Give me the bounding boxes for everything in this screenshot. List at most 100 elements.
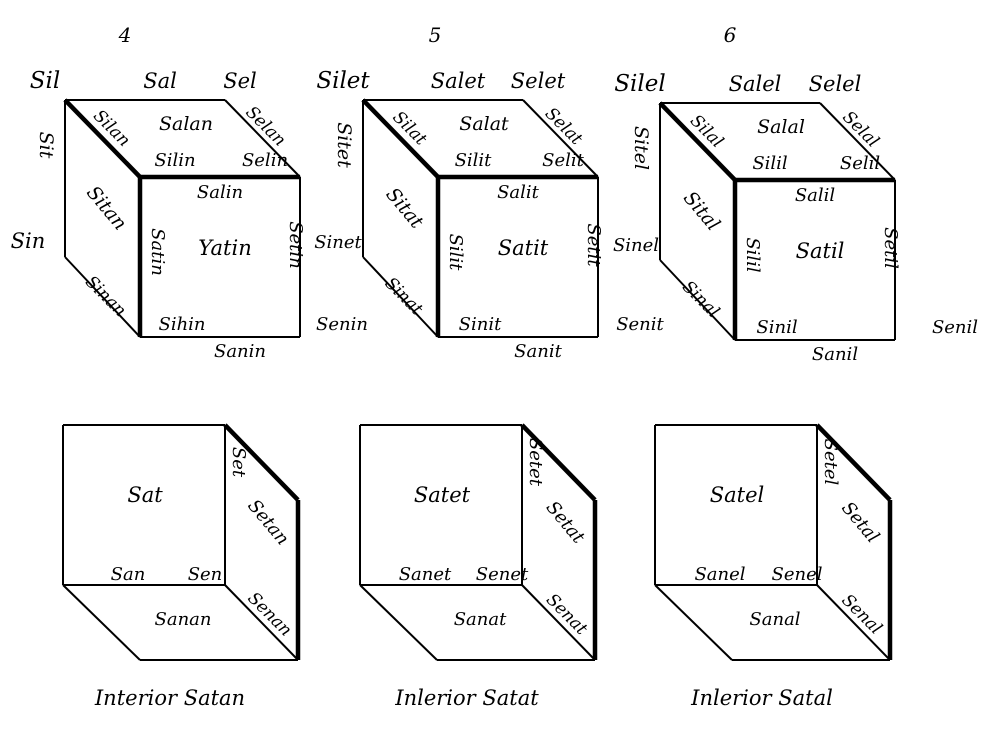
label-sal: Salet [431,69,486,93]
edge [359,584,438,661]
caption: Inlerior Satal [690,686,833,710]
interior-label-edge: Setel [820,439,841,486]
label-salan: Salal [757,116,805,138]
caption: Inlerior Satat [394,686,539,710]
label-salin: Salil [795,185,836,206]
interior-label-br: Senel [772,564,823,585]
interior-label-bottom: Sanan [155,609,212,630]
label-selin: Selil [840,153,880,174]
label-sitan: Sital [679,187,724,235]
label-selan: Selan [241,102,289,150]
panel-number: 6 [724,23,737,47]
edge [224,584,299,661]
label-sihin: Sinil [756,317,797,338]
label-setin: Setil [880,227,901,269]
interior-label-br: Sen [188,564,223,585]
label-sil: Sil [30,68,60,94]
edge [522,99,599,178]
edge [362,256,439,338]
edge [62,584,141,661]
label-sit: Sit [35,132,57,159]
label-sanin: Sanin [214,341,266,362]
label-sit: Sitel [630,126,652,170]
edge [658,101,737,182]
label-setin: Setit [583,223,604,267]
label-senin: Senit [616,314,664,335]
interior-label-diag: Senan [243,588,295,640]
edge [659,259,736,341]
interior-label-side: Setat [542,497,590,548]
label-sel: Sel [223,69,257,93]
edge [520,423,597,502]
label-yatin: Satil [796,239,845,263]
edge [654,584,733,661]
label-sin: Sin [11,229,46,253]
label-setin: Setin [285,221,306,269]
edge [819,102,896,181]
interior-label-bl: San [111,564,146,585]
interior-label-edge: Set [228,447,249,478]
label-sin: Sinel [613,235,659,256]
interior-label-bl: Sanel [694,564,745,585]
label-sanin: Sanit [514,341,562,362]
interior-cube: Sat Set Setan San Sen Sanan Senan [62,423,301,661]
label-satin: Satin [147,228,168,276]
label-salin: Salin [197,182,243,203]
edge [223,423,300,502]
edge [521,584,596,661]
label-salin: Salit [497,182,540,203]
interior-label-front: Sat [127,483,163,507]
label-sil: Silel [614,71,665,97]
interior-label-side: Setal [837,498,883,547]
label-silin: Silil [752,153,788,174]
label-yatin: Yatin [198,236,251,260]
label-silan: Silal [686,111,727,152]
label-sihin: Sihin [158,314,205,335]
interior-label-bottom: Sanal [749,609,800,630]
label-sinan: Sinal [678,277,723,322]
label-sinan: Sinan [81,272,130,321]
interior-label-br: Senet [476,564,529,585]
interior-label-front: Satet [414,483,471,507]
label-salan: Salan [159,113,213,135]
label-sal: Sal [143,69,177,93]
label-silin: Silin [154,150,195,171]
panel-number: 4 [118,23,132,47]
edge [815,423,892,502]
panel-number: 5 [429,23,442,47]
label-sel: Selet [511,69,566,93]
label-sanin: Sanil [812,344,858,365]
edge [64,256,141,338]
label-sitan: Sitat [381,184,427,233]
interior-label-bottom: Sanat [454,609,507,630]
label-satin: Silit [445,234,466,272]
edge [224,99,301,178]
interior-label-front: Satel [710,483,765,507]
caption: Interior Satan [94,686,245,710]
interior-label-bl: Sanet [399,564,452,585]
label-selin: Selit [542,150,584,171]
label-sit: Sitet [333,122,355,168]
edge [361,98,440,179]
label-sihin: Sinit [459,314,502,335]
edge [816,584,891,661]
label-sil: Silet [316,68,370,94]
label-silan: Silat [388,107,430,149]
label-senin: Senil [932,317,978,338]
label-senin: Senin [316,314,368,335]
label-silin: Silit [455,150,493,171]
label-sal: Salel [729,72,782,96]
label-sitan: Sitan [82,182,131,235]
label-salan: Salat [459,113,509,135]
label-selin: Selin [242,150,288,171]
label-yatin: Satit [498,236,549,260]
edge [63,98,142,179]
label-sinan: Sinat [381,273,427,319]
